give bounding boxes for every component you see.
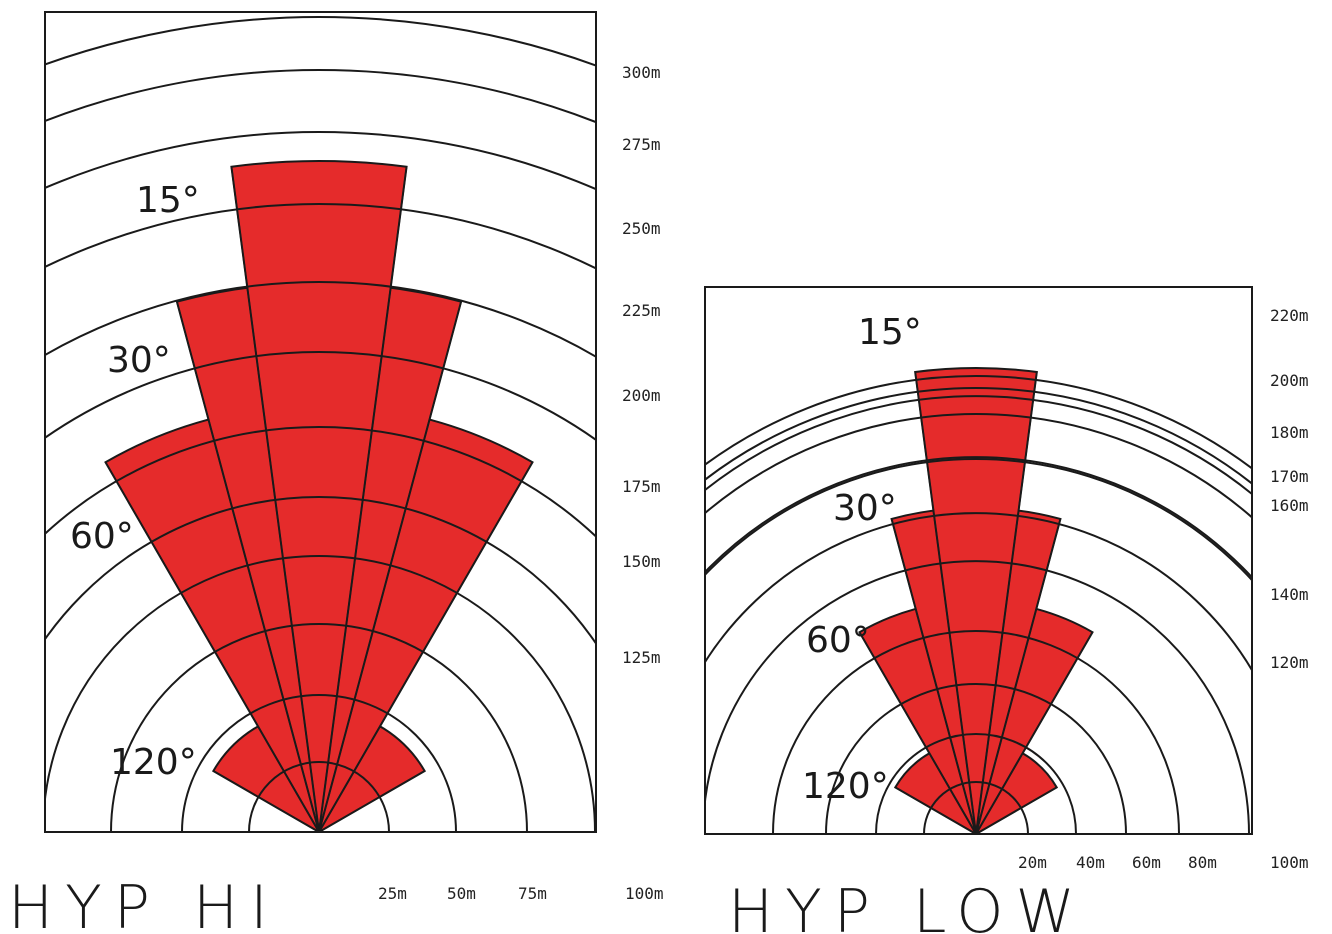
hi-bottom-labels: 25m 50m 75m 100m — [378, 884, 664, 903]
low-range-ring — [705, 387, 1252, 485]
hi-radius-label: 300m — [622, 63, 661, 82]
panel-hyp-low: 220m 200m 180m 170m 160m 140m 120m 20m 4… — [704, 286, 1309, 934]
hi-beam-edge — [230, 166, 320, 832]
low-bottom-label: 100m — [1270, 853, 1309, 872]
low-range-ring — [875, 733, 1077, 834]
hi-angle-label-120: 120° — [110, 742, 197, 783]
hi-radius-label: 125m — [622, 648, 661, 667]
low-radius-label: 170m — [1270, 467, 1309, 486]
hi-radius-label: 275m — [622, 135, 661, 154]
hi-radius-label: 200m — [622, 386, 661, 405]
hi-range-ring — [248, 761, 390, 832]
low-radius-label: 120m — [1270, 653, 1309, 672]
low-angle-label-60: 60° — [806, 620, 870, 661]
low-angle-label-120: 120° — [802, 766, 889, 807]
hi-range-ring — [45, 203, 596, 270]
low-geometry — [705, 367, 1252, 834]
low-range-ring — [772, 630, 1180, 834]
hi-bottom-label: 75m — [518, 884, 547, 903]
hi-range-ring — [45, 281, 596, 359]
low-beam-edge — [975, 631, 1094, 834]
hi-beam-edge — [176, 301, 320, 832]
hi-bottom-label: 50m — [447, 884, 476, 903]
hi-range-ring — [45, 426, 596, 539]
low-range-ring — [705, 512, 1252, 673]
hi-range-ring — [110, 623, 528, 832]
low-range-ring — [705, 413, 1252, 519]
hi-angle-label-30: 30° — [107, 340, 171, 381]
hi-angle-label-60: 60° — [70, 516, 134, 557]
hi-range-ring — [45, 496, 596, 646]
hi-beam-edge — [212, 770, 320, 832]
hi-beam-edge — [318, 461, 534, 832]
hi-range-ring — [45, 351, 596, 442]
hi-frame — [44, 11, 597, 833]
low-beam-edge — [975, 518, 1062, 834]
low-radius-label: 140m — [1270, 585, 1309, 604]
hi-radius-label: 175m — [622, 477, 661, 496]
hi-range-ring — [45, 555, 596, 832]
low-radius-label: 220m — [1270, 306, 1309, 325]
low-range-ring — [705, 395, 1252, 496]
low-range-ring — [825, 683, 1127, 834]
hi-radius-label: 150m — [622, 552, 661, 571]
low-radius-labels: 220m 200m 180m 170m 160m 140m 120m — [1270, 306, 1309, 672]
hi-bottom-label: 25m — [378, 884, 407, 903]
hi-angle-labels: 15° 30° 60° 120° — [70, 180, 200, 783]
hi-radius-label: 225m — [622, 301, 661, 320]
hi-title: HYP HI — [8, 873, 280, 934]
hi-geometry — [45, 16, 596, 832]
hi-beam-edge — [318, 166, 408, 832]
hi-beam-edge — [318, 770, 426, 832]
low-range-ring — [705, 458, 1252, 582]
low-beam-edge — [890, 518, 977, 834]
low-range-ring — [923, 781, 1029, 834]
low-bottom-label: 20m — [1018, 853, 1047, 872]
low-radius-label: 180m — [1270, 423, 1309, 442]
low-beam-edge — [894, 786, 977, 834]
low-angle-label-15: 15° — [858, 312, 922, 353]
panel-hyp-hi: 300m 275m 250m 225m 200m 175m 150m 125m … — [8, 11, 664, 934]
low-angle-label-30: 30° — [833, 488, 897, 529]
low-range-ring — [705, 375, 1252, 470]
low-bottom-labels: 20m 40m 60m 80m 100m — [1018, 853, 1309, 872]
low-beam-edge — [858, 631, 977, 834]
hi-range-ring — [45, 131, 596, 191]
low-title: HYP LOW — [728, 877, 1087, 934]
low-beam-edge — [975, 371, 1038, 834]
hi-range-ring — [45, 16, 596, 67]
low-bottom-label: 40m — [1076, 853, 1105, 872]
low-frame — [704, 286, 1253, 835]
low-angle-labels: 15° 30° 60° 120° — [802, 312, 922, 807]
low-range-ring — [705, 560, 1250, 834]
low-radius-label: 200m — [1270, 371, 1309, 390]
low-bottom-label: 60m — [1132, 853, 1161, 872]
hi-range-ring — [45, 69, 596, 124]
low-bottom-label: 80m — [1188, 853, 1217, 872]
low-radius-label: 160m — [1270, 496, 1309, 515]
low-beam-edge — [975, 786, 1058, 834]
hi-radius-label: 250m — [622, 219, 661, 238]
low-range-ring — [705, 456, 1252, 579]
low-beam-edge — [914, 371, 977, 834]
hi-angle-label-15: 15° — [136, 180, 200, 221]
hi-beam-edge — [318, 301, 462, 832]
hi-beam-edge — [104, 461, 320, 832]
hi-range-ring — [181, 694, 457, 832]
hi-bottom-label: 100m — [625, 884, 664, 903]
hi-radius-labels: 300m 275m 250m 225m 200m 175m 150m 125m — [622, 63, 661, 667]
